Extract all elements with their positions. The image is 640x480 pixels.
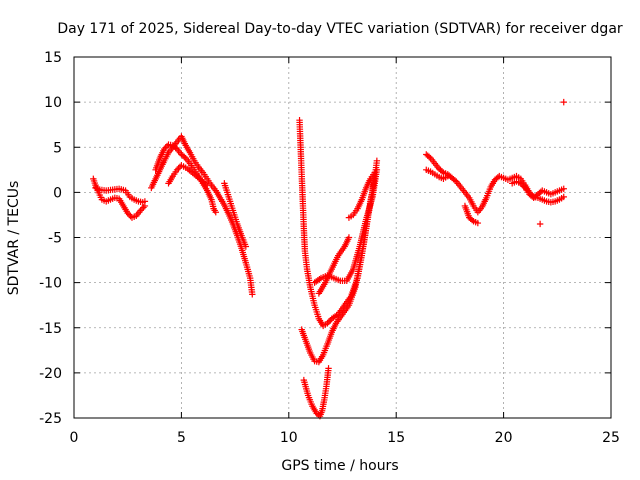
y-tick-label: -5 — [48, 231, 62, 247]
x-tick-label: 5 — [177, 430, 186, 446]
data-point — [560, 185, 567, 192]
data-point — [517, 180, 524, 187]
y-tick-label: 5 — [53, 140, 62, 156]
data-point — [212, 209, 219, 216]
data-point — [325, 365, 332, 372]
data-point — [560, 193, 567, 201]
data-point — [325, 318, 333, 325]
data-point — [173, 166, 181, 174]
data-point — [141, 198, 149, 205]
data-point — [468, 216, 476, 224]
grid-lines — [74, 57, 611, 418]
data-point — [474, 219, 482, 227]
data-point — [181, 153, 188, 161]
data-point — [520, 183, 527, 190]
data-point — [163, 142, 171, 150]
data-point — [345, 234, 353, 241]
x-tick-label: 10 — [280, 430, 298, 446]
data-point — [138, 205, 146, 213]
data-point — [519, 181, 526, 189]
data-point — [438, 168, 446, 175]
data-point — [425, 153, 433, 161]
data-point — [127, 212, 134, 220]
y-tick-label: -25 — [39, 411, 62, 427]
data-point — [161, 145, 168, 153]
data-point — [125, 211, 133, 218]
x-tick-label: 25 — [602, 430, 620, 446]
data-point — [536, 220, 544, 228]
data-point — [444, 172, 451, 180]
data-point — [560, 98, 567, 106]
data-point — [373, 157, 381, 164]
data-points — [90, 98, 567, 420]
data-point — [140, 204, 147, 211]
data-point — [137, 207, 144, 214]
y-axis-label: SDTVAR / TECUs — [6, 181, 22, 296]
data-point — [249, 291, 256, 298]
y-tick-labels: -25 -20 -15 -10 -5 0 5 10 15 — [39, 50, 62, 427]
data-point — [162, 144, 169, 151]
y-tick-label: -20 — [39, 366, 62, 382]
data-point — [324, 320, 331, 327]
y-tick-label: -15 — [39, 321, 62, 337]
data-point — [242, 243, 250, 250]
y-tick-label: -10 — [39, 276, 62, 292]
chart-title: Day 171 of 2025, Sidereal Day-to-day VTE… — [57, 21, 623, 37]
y-tick-label: 15 — [44, 50, 62, 66]
data-point — [451, 177, 459, 184]
x-axis-label: GPS time / hours — [281, 458, 398, 474]
y-tick-label: 10 — [44, 95, 62, 111]
data-point — [175, 165, 182, 172]
x-tick-label: 20 — [495, 430, 513, 446]
x-tick-label: 15 — [387, 430, 405, 446]
x-tick-labels: 0 5 10 15 20 25 — [70, 430, 620, 446]
data-point — [124, 209, 131, 217]
y-tick-label: 0 — [53, 185, 62, 201]
data-point — [172, 144, 179, 152]
data-point — [203, 181, 211, 189]
data-point — [371, 169, 378, 176]
x-tick-label: 0 — [70, 430, 79, 446]
axis-ticks — [73, 56, 612, 419]
